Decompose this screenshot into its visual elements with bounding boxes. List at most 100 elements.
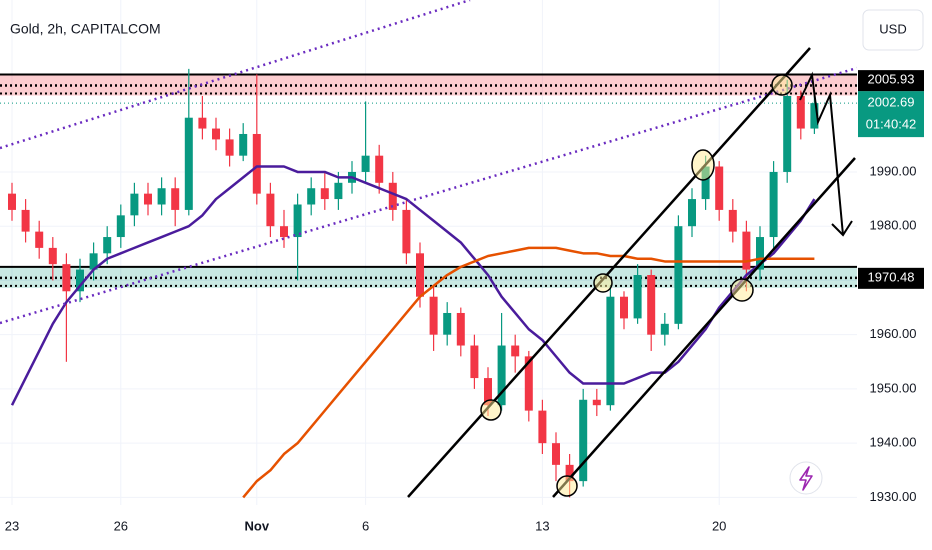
candle-body (62, 264, 71, 292)
candle-body (35, 231, 44, 248)
grid (0, 0, 857, 505)
candle-body (715, 166, 724, 210)
candle-body (443, 312, 452, 335)
candle-body (742, 231, 751, 270)
candle-body (130, 193, 139, 216)
candle-body (334, 182, 343, 200)
candle-body (579, 399, 588, 482)
candle-body (198, 117, 207, 129)
candle-body (225, 139, 234, 156)
candle-body (89, 253, 98, 270)
currency-label[interactable]: USD (879, 21, 906, 36)
projection-arrow (799, 71, 844, 236)
moving-average (10, 165, 816, 406)
level-price-box (858, 267, 924, 289)
candle-body (21, 209, 30, 232)
plot (8, 68, 819, 499)
candle-body (239, 133, 248, 156)
candle-body (688, 199, 696, 227)
currency-button[interactable] (862, 9, 924, 51)
candle-body (633, 275, 642, 319)
candle-body (524, 356, 533, 411)
candle-body (606, 296, 615, 406)
x-tick-label: 13 (535, 518, 549, 533)
x-tick-label: Nov (245, 518, 270, 533)
candle-body (416, 253, 424, 297)
candle-body (320, 188, 329, 200)
candle-body (796, 96, 805, 129)
candle-body (76, 269, 84, 292)
x-tick-label: 26 (114, 518, 128, 533)
x-tick-label: 20 (712, 518, 726, 533)
level-price-box (858, 70, 924, 92)
candle-body (361, 155, 370, 172)
candle-body (660, 323, 669, 335)
candle-body (701, 166, 710, 200)
marker-circle (556, 475, 578, 497)
y-tick-label: 1950.00 (870, 380, 917, 395)
price-axis: 1930.001940.001950.001960.001970.001980.… (5, 70, 924, 533)
candle-body (511, 345, 520, 357)
lightning-icon[interactable] (799, 466, 813, 491)
arrow-head (831, 220, 853, 237)
candle-body (103, 237, 112, 254)
marker-circle (730, 278, 754, 302)
y-tick-label: 1930.00 (870, 489, 917, 504)
candle-body (674, 226, 683, 324)
candle-body (184, 117, 193, 210)
candle-body (592, 399, 601, 406)
last-price-label: 2002.69 (868, 95, 915, 110)
candle-body (497, 345, 506, 406)
marker-circle (480, 399, 502, 421)
y-tick-label: 1960.00 (870, 326, 917, 341)
level-zone (0, 266, 857, 288)
y-tick-label: 1940.00 (870, 435, 917, 450)
candle-body (769, 171, 778, 238)
channel-line (552, 157, 856, 498)
candle-body (402, 209, 411, 254)
zones (0, 73, 857, 288)
countdown-label: 01:40:42 (866, 117, 917, 132)
candle-body (728, 209, 737, 232)
candle-body (756, 237, 764, 270)
y-tick-label: 1980.00 (870, 218, 917, 233)
level-zone (0, 74, 857, 96)
candle-body (375, 155, 384, 183)
y-tick-label: 1990.00 (870, 163, 917, 178)
candle-body (307, 188, 316, 205)
chart-title: Gold, 2h, CAPITALCOM (10, 21, 161, 37)
marker-circle (691, 149, 715, 181)
candle-body (266, 193, 275, 227)
candle-body (470, 345, 479, 379)
marker-circle (593, 273, 613, 293)
icon-circle[interactable] (789, 461, 823, 495)
candle-body (620, 296, 628, 319)
last-price-box (858, 91, 924, 138)
candle-body (116, 215, 125, 238)
replay-icon[interactable] (789, 461, 823, 495)
candle-body (157, 188, 166, 205)
candle-body (538, 410, 547, 444)
candle-body (252, 133, 261, 194)
level-price-label: 1970.48 (868, 269, 915, 284)
candle-body (171, 188, 180, 210)
trend-line (0, 0, 471, 150)
candle-body (484, 378, 492, 406)
candle-body (212, 128, 220, 140)
candle-body (456, 312, 465, 346)
candle-body (293, 204, 302, 238)
drawings (0, 0, 857, 498)
candle-body (48, 247, 57, 265)
candle-body (647, 275, 656, 335)
candle-body (280, 226, 288, 238)
candle-body (429, 296, 438, 335)
marker-circle (771, 74, 793, 96)
candle-body (552, 443, 560, 465)
candle-body (810, 103, 819, 129)
level-price-label: 2005.93 (868, 72, 915, 87)
candle-body (144, 193, 152, 205)
x-tick-label: 6 (362, 518, 369, 533)
candle-body (565, 464, 574, 482)
trend-line (0, 66, 857, 325)
